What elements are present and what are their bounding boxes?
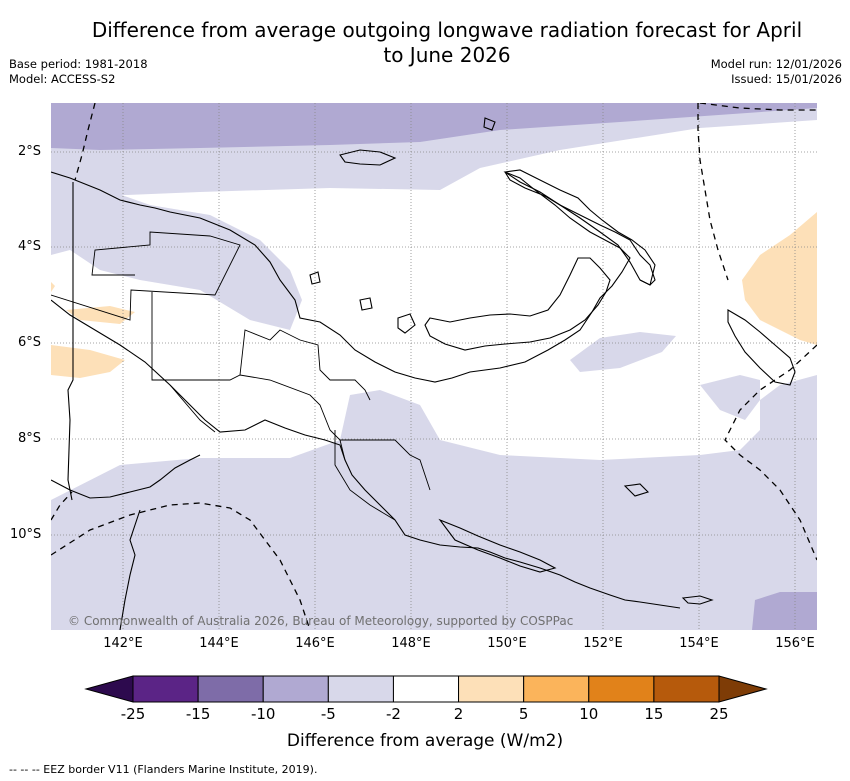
lat-label: 8°S	[18, 431, 42, 446]
colorbar-tick-label: -15	[185, 705, 211, 723]
lon-label: 150°E	[487, 636, 527, 651]
new-britain-coast	[424, 257, 611, 351]
coastlines	[51, 117, 796, 630]
anomaly-purple-north	[51, 103, 817, 150]
lon-label: 144°E	[199, 636, 239, 651]
model-name: Model: ACCESS-S2	[9, 72, 116, 86]
colorbar-tick-label: 5	[518, 705, 529, 723]
colorbar-high-extend	[718, 675, 768, 703]
anomaly-light-purple-east	[700, 375, 760, 420]
colorbar-tick-label: 2	[453, 705, 464, 723]
papuan-peninsula	[438, 518, 557, 573]
map-panel	[51, 103, 817, 630]
base-period: Base period: 1981-2018	[9, 57, 148, 71]
colorbar-tick-label: 10	[579, 705, 599, 723]
colorbar-tick-label: 15	[644, 705, 664, 723]
colorbar-tick-label: -5	[320, 705, 336, 723]
south-coast	[51, 454, 201, 499]
lon-label: 148°E	[391, 636, 431, 651]
lon-label: 142°E	[103, 636, 143, 651]
colorbar-tick-label: -25	[120, 705, 146, 723]
eez-borders	[51, 103, 817, 630]
lon-label: 156°E	[775, 636, 815, 651]
colorbar-tick-label: 25	[709, 705, 729, 723]
colorbar-title: Difference from average (W/m2)	[286, 731, 564, 751]
new-guinea-coast	[51, 171, 681, 609]
new-ireland-coast	[503, 169, 656, 286]
lat-label: 10°S	[10, 527, 42, 542]
lon-label: 146°E	[295, 636, 335, 651]
island-small-4	[359, 297, 373, 311]
colorbar-segment	[262, 675, 329, 703]
island-small-5	[681, 595, 714, 605]
colorbar-tick-label: -10	[250, 705, 276, 723]
model-run: Model run: 12/01/2026	[710, 57, 842, 71]
colorbar-tick-label: -2	[385, 705, 401, 723]
colorbar-segment	[523, 675, 590, 703]
gridlines	[51, 103, 817, 630]
lat-label: 2°S	[18, 144, 42, 159]
lon-label: 154°E	[679, 636, 719, 651]
colorbar-segment	[653, 675, 720, 703]
meta-left: Base period: 1981-2018 Model: ACCESS-S2	[9, 57, 148, 87]
colorbar-segment	[588, 675, 655, 703]
cape-york-coast	[119, 509, 141, 630]
province-borders	[51, 231, 431, 521]
colorbar-segment	[327, 675, 394, 703]
colorbar-segment	[392, 675, 460, 703]
colorbar-segment	[197, 675, 264, 703]
lat-label: 4°S	[18, 239, 42, 254]
anomaly-orange-east	[742, 212, 817, 345]
chart-title: Difference from average outgoing longwav…	[91, 18, 803, 67]
island-small-1	[483, 117, 496, 131]
anomaly-light-purple-central	[570, 332, 676, 372]
footnote: -- -- -- EEZ border V11 (Flanders Marine…	[9, 763, 318, 776]
anomaly-purple-southeast	[752, 592, 817, 630]
island-small-3	[309, 271, 321, 285]
copyright-credit: © Commonwealth of Australia 2026, Bureau…	[68, 614, 574, 628]
anomaly-orange-west-1	[51, 345, 125, 378]
manus-coast	[339, 149, 397, 166]
issued-date: Issued: 15/01/2026	[731, 72, 842, 86]
png-indonesia-border	[67, 182, 74, 501]
anomaly-orange-west-2	[66, 306, 135, 324]
meta-right: Model run: 12/01/2026 Issued: 15/01/2026	[711, 57, 842, 87]
lat-label: 6°S	[18, 335, 42, 350]
colorbar-segment	[132, 675, 199, 703]
island-small-2	[397, 313, 416, 334]
anomaly-light-purple-west	[51, 170, 302, 330]
anomaly-orange-west-3	[51, 282, 55, 292]
colorbar-segment	[458, 675, 525, 703]
island-small-6	[623, 483, 650, 497]
bougainville-coast	[727, 309, 796, 386]
lon-label: 152°E	[583, 636, 623, 651]
colorbar-low-extend	[84, 675, 134, 703]
anomaly-light-purple-south	[51, 375, 817, 630]
colorbar	[84, 675, 768, 703]
